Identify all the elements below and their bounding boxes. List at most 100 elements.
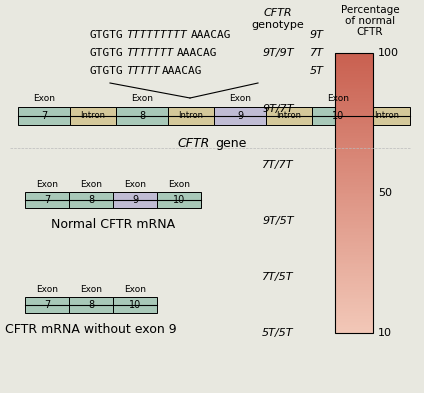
Bar <box>335 81 373 83</box>
Bar <box>335 105 373 107</box>
Text: 8: 8 <box>88 195 94 205</box>
Bar <box>335 189 373 191</box>
Text: 7T/7T: 7T/7T <box>262 160 294 170</box>
Text: Exon: Exon <box>229 94 251 103</box>
Text: genotype: genotype <box>251 20 304 30</box>
Bar <box>335 120 373 122</box>
Bar <box>266 107 312 125</box>
Bar <box>335 118 373 119</box>
Text: GTGTG: GTGTG <box>90 30 124 40</box>
Bar <box>335 158 373 160</box>
Bar <box>335 207 373 209</box>
Bar <box>335 75 373 77</box>
Bar <box>335 178 373 180</box>
Text: GTGTG: GTGTG <box>90 48 124 58</box>
Bar <box>335 125 373 126</box>
Text: Exon: Exon <box>124 180 146 189</box>
Text: Normal CFTR mRNA: Normal CFTR mRNA <box>51 218 175 231</box>
Bar <box>335 59 373 61</box>
Bar <box>335 68 373 70</box>
Bar <box>335 151 373 153</box>
Bar <box>335 215 373 217</box>
Bar <box>335 326 373 328</box>
Bar <box>69 192 113 208</box>
Bar <box>335 275 373 277</box>
Text: Exon: Exon <box>36 285 58 294</box>
Text: 10: 10 <box>173 195 185 205</box>
Bar <box>335 186 373 188</box>
Bar <box>335 106 373 108</box>
Bar <box>335 80 373 81</box>
Bar <box>335 155 373 157</box>
Text: Exon: Exon <box>80 285 102 294</box>
Bar <box>335 130 373 132</box>
Bar <box>335 255 373 257</box>
Bar <box>335 198 373 200</box>
Text: GTGTG: GTGTG <box>90 66 124 76</box>
Bar <box>335 168 373 170</box>
Text: TTTTTTTTT: TTTTTTTTT <box>126 30 187 40</box>
Bar <box>335 53 373 333</box>
Text: AAACAG: AAACAG <box>162 66 203 76</box>
Bar <box>335 165 373 167</box>
Bar <box>335 319 373 321</box>
Bar <box>335 256 373 258</box>
Bar <box>335 283 373 285</box>
Bar <box>335 273 373 275</box>
Bar <box>335 291 373 293</box>
Bar <box>335 305 373 307</box>
Text: Exon: Exon <box>168 180 190 189</box>
Bar <box>335 83 373 84</box>
Bar <box>335 225 373 227</box>
Bar <box>335 217 373 219</box>
Bar <box>335 156 373 158</box>
Text: gene: gene <box>215 137 246 150</box>
Bar <box>335 243 373 245</box>
Bar <box>335 206 373 208</box>
Bar <box>335 57 373 59</box>
Bar <box>113 192 157 208</box>
Bar <box>335 266 373 268</box>
Bar <box>335 162 373 164</box>
Bar <box>335 313 373 315</box>
Text: 7T/5T: 7T/5T <box>262 272 294 282</box>
Bar <box>335 175 373 177</box>
Bar <box>335 73 373 75</box>
Bar <box>335 285 373 287</box>
Bar <box>335 196 373 198</box>
Bar <box>335 145 373 147</box>
Bar <box>25 192 69 208</box>
Text: 7: 7 <box>41 111 47 121</box>
Bar <box>335 292 373 294</box>
Bar <box>335 228 373 230</box>
Bar <box>335 264 373 266</box>
Bar <box>335 169 373 171</box>
Bar <box>335 86 373 88</box>
Text: Intron: Intron <box>179 112 204 121</box>
Bar <box>335 113 373 115</box>
Bar <box>335 176 373 178</box>
Bar <box>335 315 373 317</box>
Bar <box>335 263 373 265</box>
Bar <box>335 141 373 143</box>
Bar <box>335 294 373 296</box>
Bar <box>335 268 373 270</box>
Bar <box>335 147 373 149</box>
Text: 7T: 7T <box>310 48 324 58</box>
Bar <box>335 152 373 154</box>
Bar <box>335 197 373 199</box>
Bar <box>335 70 373 72</box>
Bar <box>335 131 373 133</box>
Bar <box>335 221 373 223</box>
Text: Exon: Exon <box>124 285 146 294</box>
Text: AAACAG: AAACAG <box>176 48 217 58</box>
Bar <box>335 193 373 195</box>
Bar <box>335 89 373 91</box>
Text: 50: 50 <box>378 188 392 198</box>
Text: AAACAG: AAACAG <box>191 30 232 40</box>
Bar <box>335 127 373 129</box>
Bar <box>335 148 373 150</box>
Bar <box>335 185 373 187</box>
Bar <box>18 107 70 125</box>
Bar <box>335 200 373 202</box>
